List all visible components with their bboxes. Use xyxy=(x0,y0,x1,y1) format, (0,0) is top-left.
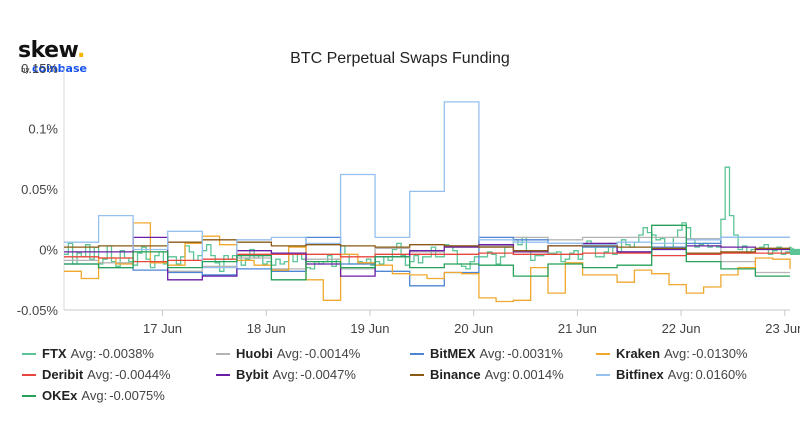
logo-brand: coinbase xyxy=(32,62,87,75)
x-tick-label: 22 Jun xyxy=(662,321,701,336)
legend-series-name: Bitfinex xyxy=(616,367,664,382)
legend-avg-value: -0.0038% xyxy=(98,346,154,361)
legend-avg-value: -0.0014% xyxy=(304,346,361,361)
legend-swatch xyxy=(22,373,36,376)
legend-avg-label: Avg: xyxy=(81,388,108,403)
legend-item-deribit[interactable]: Deribit Avg: -0.0044% xyxy=(22,367,171,382)
series-line-huobi xyxy=(64,236,790,274)
legend-avg-label: Avg: xyxy=(272,367,299,382)
series-line-kraken xyxy=(64,222,791,303)
legend-avg-label: Avg: xyxy=(87,367,113,382)
legend-item-ftx[interactable]: FTX Avg: -0.0038% xyxy=(22,346,154,361)
legend-swatch xyxy=(596,352,610,355)
logo-dot: . xyxy=(76,38,85,63)
legend-series-name: Bybit xyxy=(236,367,269,382)
legend-swatch xyxy=(22,394,36,397)
legend-item-bybit[interactable]: Bybit Avg: -0.0047% xyxy=(216,367,356,382)
legend-avg-value: -0.0047% xyxy=(300,367,356,382)
y-tick-label: 0.15% xyxy=(21,61,58,76)
x-tick-label: 17 Jun xyxy=(143,321,182,336)
legend-avg-label: Avg: xyxy=(70,346,97,361)
legend-swatch xyxy=(410,373,424,376)
legend-avg-label: Avg: xyxy=(479,346,506,361)
legend-series-name: Deribit xyxy=(42,367,84,382)
legend-item-kraken[interactable]: Kraken Avg: -0.0130% xyxy=(596,346,748,361)
legend-series-name: FTX xyxy=(42,346,67,361)
legend-swatch xyxy=(22,352,36,355)
legend-swatch xyxy=(216,373,230,376)
x-tick-label: 18 Jun xyxy=(247,321,286,336)
legend-avg-value: -0.0044% xyxy=(114,367,171,382)
chart-legend: FTX Avg: -0.0038% Huobi Avg: -0.0014% BitMEX Av… xyxy=(0,346,800,406)
y-tick-label: -0.05% xyxy=(17,303,59,318)
legend-series-name: OKEx xyxy=(42,388,78,403)
legend-avg-value: 0.0014% xyxy=(512,367,564,382)
legend-series-name: Kraken xyxy=(616,346,661,361)
y-tick-label: 0% xyxy=(39,243,58,258)
x-tick-label: 21 Jun xyxy=(558,321,597,336)
chart-title: BTC Perpetual Swaps Funding xyxy=(290,50,510,67)
legend-avg-label: Avg: xyxy=(667,367,694,382)
legend-series-name: Binance xyxy=(430,367,481,382)
legend-avg-value: -0.0075% xyxy=(109,388,165,403)
x-tick-label: 23 Jun xyxy=(765,321,800,336)
legend-series-name: BitMEX xyxy=(430,346,476,361)
legend-avg-value: -0.0130% xyxy=(691,346,748,361)
legend-item-bitmex[interactable]: BitMEX Avg: -0.0031% xyxy=(410,346,563,361)
legend-avg-label: Avg: xyxy=(276,346,303,361)
logo-by: by xyxy=(21,66,30,74)
legend-item-binance[interactable]: Binance Avg: 0.0014% xyxy=(410,367,564,382)
legend-avg-value: 0.0160% xyxy=(695,367,747,382)
y-tick-label: 0.1% xyxy=(28,122,58,137)
legend-series-name: Huobi xyxy=(236,346,273,361)
legend-avg-label: Avg: xyxy=(484,367,511,382)
legend-avg-label: Avg: xyxy=(664,346,690,361)
series-line-okex xyxy=(64,224,790,281)
y-tick-label: 0.05% xyxy=(21,182,58,197)
skew-coinbase-logo: skew. by coinbase xyxy=(18,38,98,76)
series-line-ftx xyxy=(64,166,800,272)
legend-avg-value: -0.0031% xyxy=(507,346,563,361)
series-line-bybit xyxy=(64,236,790,281)
legend-swatch xyxy=(410,352,424,355)
x-tick-label: 20 Jun xyxy=(454,321,493,336)
x-tick-label: 19 Jun xyxy=(350,321,389,336)
logo-word: skew xyxy=(18,38,77,63)
legend-item-okex[interactable]: OKEx Avg: -0.0075% xyxy=(22,388,165,403)
legend-item-bitfinex[interactable]: Bitfinex Avg: 0.0160% xyxy=(596,367,747,382)
legend-swatch xyxy=(596,373,610,376)
legend-swatch xyxy=(216,352,230,355)
legend-item-huobi[interactable]: Huobi Avg: -0.0014% xyxy=(216,346,360,361)
